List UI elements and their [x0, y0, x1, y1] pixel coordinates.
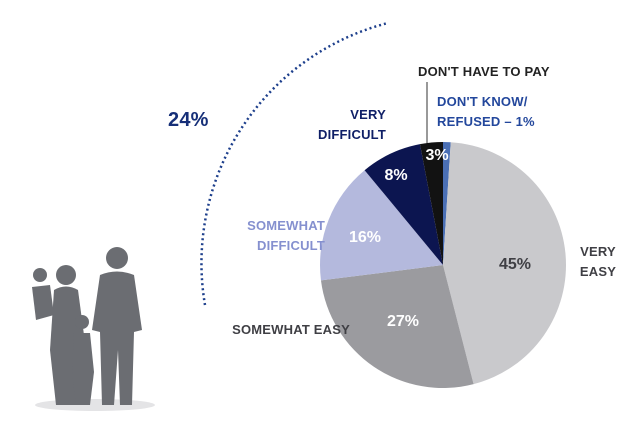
value-label: 3%	[425, 147, 448, 164]
category-label: DON'T KNOW/ REFUSED – 1%	[437, 94, 535, 129]
category-label: DON'T HAVE TO PAY	[418, 64, 550, 79]
value-label: 8%	[384, 167, 407, 184]
pie-slice	[443, 142, 567, 385]
value-label: 45%	[499, 256, 531, 273]
bracket-arc	[200, 21, 389, 306]
value-label: 27%	[387, 313, 419, 330]
pie-slice	[419, 142, 443, 265]
pie-slice	[320, 265, 474, 389]
pie-slice	[364, 144, 443, 265]
category-label: VERY DIFFICULT	[318, 107, 386, 142]
annotation: 24%	[168, 109, 209, 131]
family-silhouette	[32, 247, 155, 411]
pie-slice	[443, 142, 451, 265]
pie-slice	[320, 170, 443, 281]
category-label: VERY EASY	[579, 244, 617, 279]
category-label: SOMEWHAT DIFFICULT	[247, 218, 325, 253]
category-label: SOMEWHAT EASY	[232, 322, 350, 337]
value-label: 16%	[349, 229, 381, 246]
